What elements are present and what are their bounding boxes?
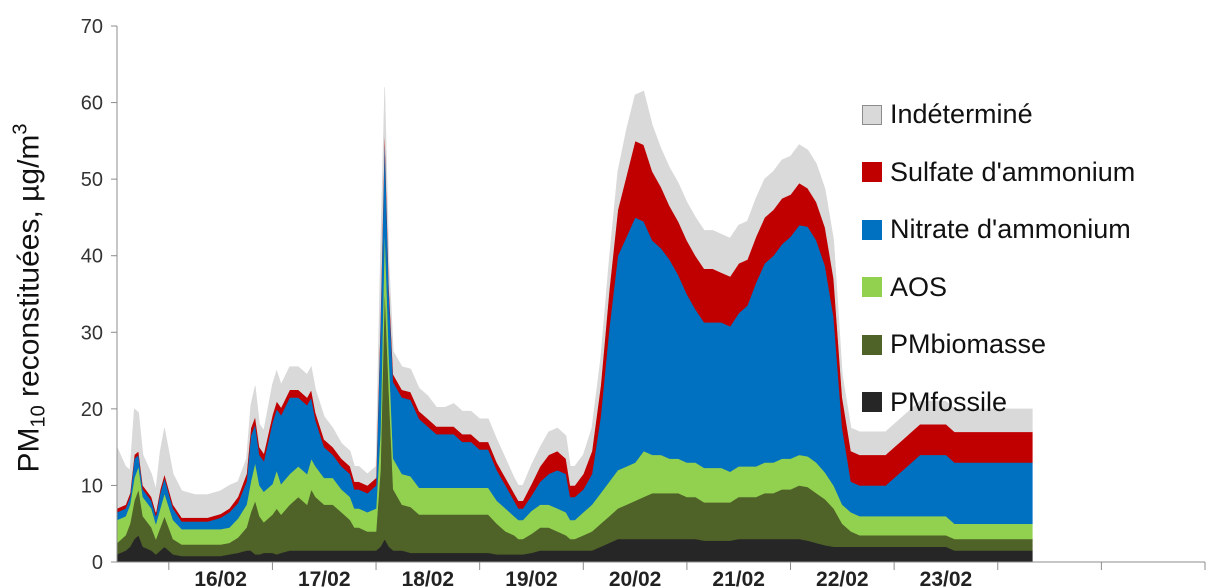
legend-swatch-pmfossile: [862, 392, 882, 413]
area-indetermine: [116, 87, 1033, 518]
y-axis-label-superscript: 3: [9, 123, 32, 135]
legend-item-indetermine: Indéterminé: [862, 86, 1135, 144]
x-tick-label: 19/02: [505, 568, 558, 588]
y-tick-label: 50: [81, 169, 103, 191]
y-axis-label-prefix: PM: [12, 427, 46, 473]
x-tick-label: 16/02: [194, 568, 247, 588]
y-tick-label: 30: [81, 322, 103, 344]
y-tick-label: 0: [92, 552, 103, 574]
legend-swatch-aos: [862, 277, 882, 298]
legend-label-sulfate: Sulfate d'ammonium: [890, 156, 1136, 187]
y-axis-label: PM10 reconstituées, µg/m3: [10, 123, 51, 472]
legend-swatch-pmbiomasse: [862, 334, 882, 355]
legend-label-pmbiomasse: PMbiomasse: [890, 329, 1047, 360]
x-tick-label: 23/02: [920, 568, 973, 588]
x-tick-label: 18/02: [402, 568, 455, 588]
y-axis-label-subscript: 10: [27, 405, 50, 428]
legend-item-pmfossile: PMfossile: [862, 374, 1135, 432]
legend-swatch-indetermine: [862, 104, 882, 125]
legend-item-aos: AOS: [862, 259, 1135, 317]
legend-item-pmbiomasse: PMbiomasse: [862, 316, 1135, 374]
legend-label-indetermine: Indéterminé: [890, 99, 1033, 130]
x-tick-label: 20/02: [609, 568, 662, 588]
y-tick-label: 40: [81, 246, 103, 268]
legend-swatch-sulfate: [862, 162, 882, 183]
y-tick-label: 60: [81, 93, 103, 115]
x-tick-label: 22/02: [816, 568, 869, 588]
y-axis-label-middle: reconstituées, µg/m: [12, 134, 46, 406]
x-tick-label: 21/02: [712, 568, 765, 588]
legend-swatch-nitrate: [862, 219, 882, 240]
y-tick-label: 10: [81, 475, 103, 497]
y-tick-label: 20: [81, 399, 103, 421]
legend-label-pmfossile: PMfossile: [890, 386, 1008, 417]
x-tick-label: 17/02: [298, 568, 351, 588]
series-areas: [116, 87, 1033, 563]
y-tick-label: 70: [81, 16, 103, 38]
legend-item-nitrate: Nitrate d'ammonium: [862, 201, 1135, 259]
legend-label-aos: AOS: [890, 271, 948, 302]
legend-item-sulfate: Sulfate d'ammonium: [862, 144, 1135, 202]
legend-label-nitrate: Nitrate d'ammonium: [890, 214, 1131, 245]
legend: Indéterminé Sulfate d'ammonium Nitrate d…: [862, 86, 1135, 431]
